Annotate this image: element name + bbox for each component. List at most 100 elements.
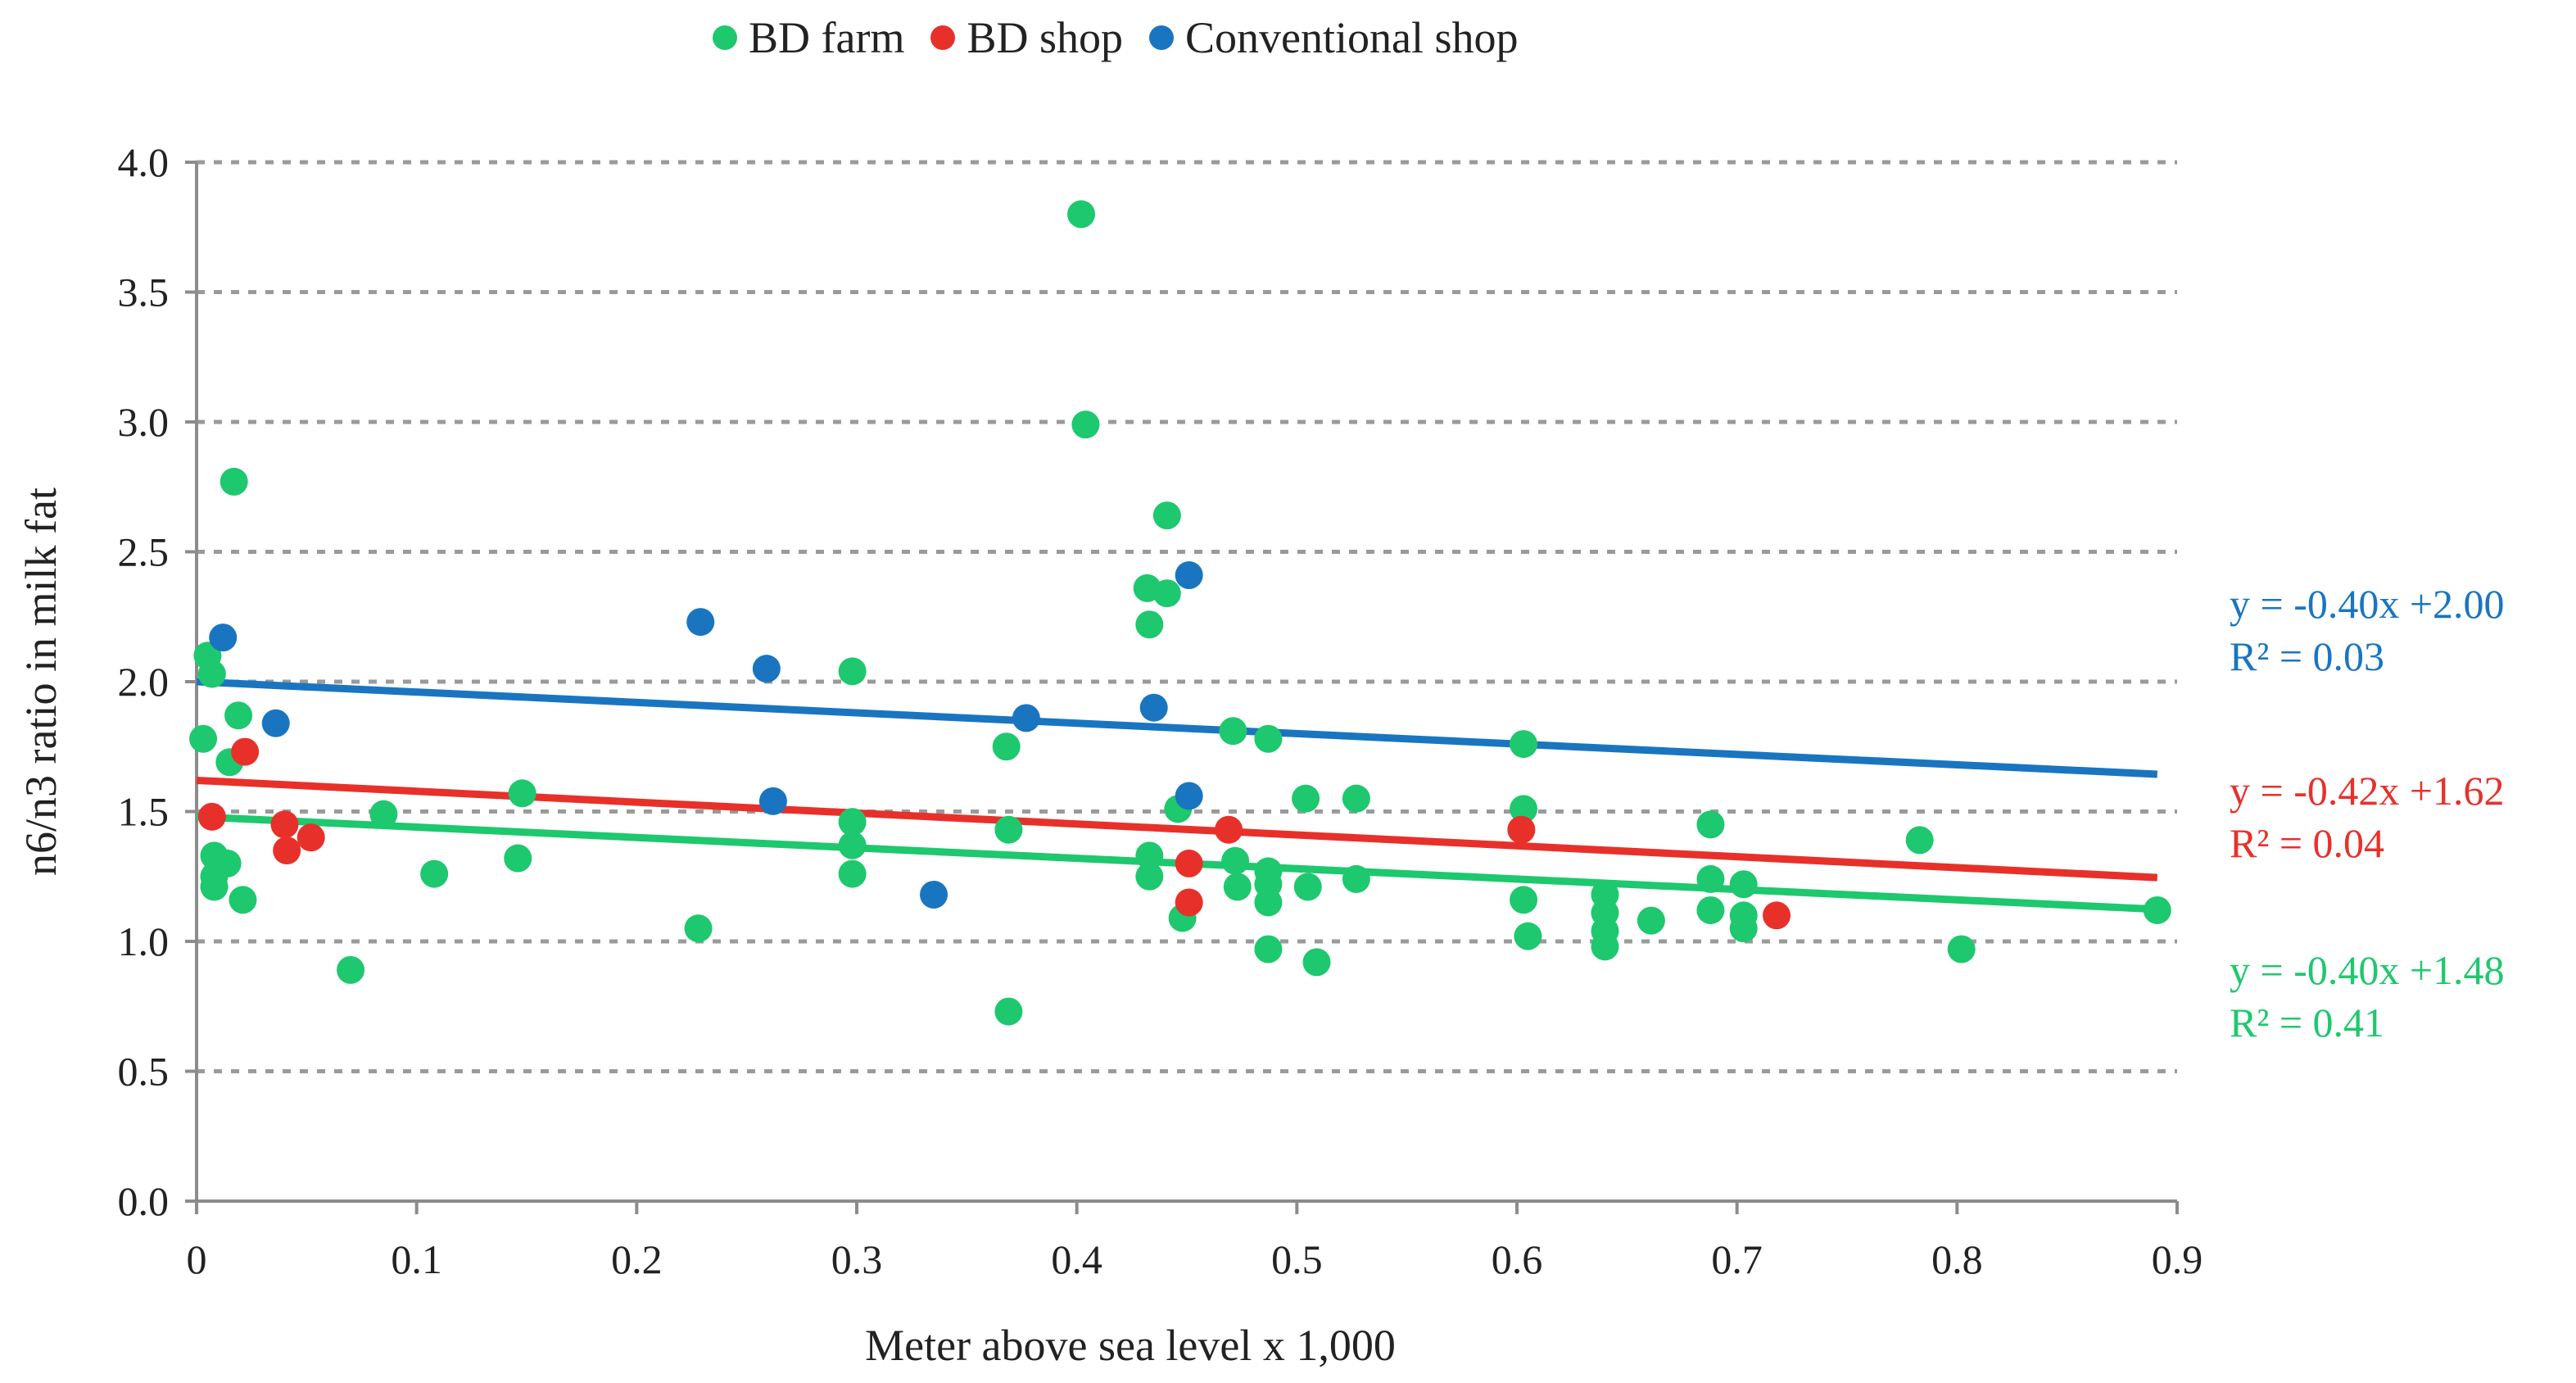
y-tick-label: 0.5 — [118, 1049, 170, 1095]
data-point-bd-farm — [220, 467, 248, 496]
data-point-bd-farm — [1254, 724, 1283, 753]
data-points — [189, 200, 2171, 1026]
data-point-bd-farm — [1591, 932, 1619, 961]
legend-label-conventional-shop: Conventional shop — [1184, 13, 1519, 62]
data-point-bd-shop — [231, 737, 260, 766]
y-tick-label: 1.0 — [118, 918, 170, 964]
data-point-bd-farm — [337, 955, 365, 984]
data-point-conventional-shop — [1139, 693, 1168, 722]
y-tick-label: 2.5 — [118, 529, 170, 575]
trend-equation-conventional-shop: y = -0.40x +2.00 R² = 0.03 — [2230, 578, 2574, 682]
legend: BD farm BD shop Conventional shop — [713, 7, 1518, 69]
x-tick-label: 0.8 — [1931, 1236, 1983, 1282]
x-tick-label: 0.2 — [611, 1236, 663, 1282]
data-point-bd-farm — [213, 849, 242, 877]
data-point-bd-farm — [1510, 730, 1538, 759]
data-point-conventional-shop — [686, 608, 715, 637]
data-point-bd-farm — [224, 701, 253, 730]
data-point-bd-farm — [684, 914, 713, 943]
y-tick-label: 3.5 — [118, 270, 170, 315]
equation-text: y = -0.40x +2.00 — [2230, 581, 2505, 627]
data-point-bd-farm — [1221, 846, 1250, 875]
data-point-bd-shop — [1507, 815, 1536, 844]
data-point-bd-farm — [200, 873, 229, 901]
data-point-bd-farm — [1152, 579, 1181, 608]
data-point-bd-shop — [273, 837, 301, 865]
legend-label-bd-farm: BD farm — [749, 13, 905, 62]
data-point-bd-shop — [270, 810, 299, 839]
data-point-bd-farm — [994, 997, 1023, 1026]
data-point-bd-shop — [1763, 901, 1791, 930]
y-tick-label: 0.0 — [118, 1178, 170, 1224]
y-tick-label: 4.0 — [118, 139, 170, 185]
axis-labels: 0.0 0.5 1.0 1.5 2.0 2.5 3.0 3.5 4.0 0 0.1 0.2 0.3 0.4… — [16, 139, 2203, 1370]
data-point-conventional-shop — [920, 880, 948, 909]
data-point-bd-farm — [1696, 896, 1725, 924]
data-point-bd-farm — [1302, 948, 1331, 977]
x-tick-label: 0.5 — [1271, 1236, 1323, 1282]
data-point-bd-farm — [1510, 795, 1538, 823]
y-tick-label: 1.5 — [118, 789, 170, 835]
data-point-bd-farm — [1637, 906, 1665, 935]
r-squared-text: R² = 0.41 — [2230, 1000, 2385, 1045]
data-point-bd-farm — [229, 886, 257, 914]
data-point-bd-farm — [994, 815, 1023, 844]
data-point-bd-shop — [197, 802, 226, 831]
data-point-bd-farm — [1135, 610, 1164, 639]
data-point-bd-farm — [1947, 935, 1976, 964]
data-point-conventional-shop — [209, 623, 238, 652]
data-point-bd-farm — [992, 732, 1021, 761]
data-point-conventional-shop — [758, 787, 787, 815]
y-axis-title: n6/n3 ratio in milk fat — [16, 487, 66, 876]
data-point-bd-farm — [369, 800, 398, 828]
data-point-bd-farm — [504, 844, 532, 873]
trend-equation-bd-farm: y = -0.40x +1.48 R² = 0.41 — [2230, 944, 2574, 1049]
data-point-bd-farm — [1254, 935, 1283, 964]
y-tick-label: 3.0 — [118, 399, 170, 445]
x-tick-label: 0.3 — [831, 1236, 883, 1282]
data-point-bd-farm — [197, 660, 226, 688]
x-tick-label: 0.9 — [2152, 1236, 2203, 1282]
data-point-bd-shop — [1215, 815, 1243, 844]
data-point-conventional-shop — [261, 709, 290, 737]
data-point-conventional-shop — [752, 655, 781, 683]
data-point-bd-farm — [189, 724, 218, 753]
equation-text: y = -0.42x +1.62 — [2230, 768, 2505, 814]
axes — [185, 161, 2179, 1214]
data-point-bd-shop — [1175, 849, 1203, 877]
data-point-bd-farm — [1696, 864, 1725, 893]
x-tick-label: 0.1 — [391, 1236, 442, 1282]
r-squared-text: R² = 0.04 — [2230, 820, 2385, 866]
data-point-bd-farm — [1510, 886, 1538, 914]
data-point-conventional-shop — [1175, 782, 1203, 810]
data-point-bd-farm — [1223, 873, 1252, 901]
equation-text: y = -0.40x +1.48 — [2230, 947, 2505, 993]
data-point-bd-shop — [1175, 888, 1203, 917]
data-point-bd-farm — [1292, 784, 1320, 813]
legend-marker-conventional-shop — [1148, 25, 1174, 50]
data-point-bd-farm — [838, 808, 867, 837]
data-point-bd-farm — [1135, 862, 1164, 891]
data-point-bd-farm — [838, 657, 867, 686]
data-point-conventional-shop — [1175, 561, 1203, 590]
legend-item-bd-farm: BD farm — [713, 12, 904, 63]
data-point-bd-farm — [1696, 810, 1725, 839]
data-point-bd-farm — [1514, 922, 1542, 950]
data-point-bd-farm — [838, 831, 867, 859]
data-point-bd-farm — [1152, 501, 1181, 530]
data-point-conventional-shop — [1012, 704, 1040, 732]
data-point-bd-farm — [1071, 410, 1100, 439]
x-tick-label: 0.7 — [1711, 1236, 1763, 1282]
data-point-bd-farm — [1293, 873, 1322, 901]
data-point-bd-farm — [2143, 896, 2171, 924]
r-squared-text: R² = 0.03 — [2230, 633, 2385, 679]
data-point-bd-farm — [508, 779, 536, 808]
data-point-bd-farm — [1219, 717, 1247, 746]
x-tick-label: 0 — [187, 1236, 207, 1282]
data-point-bd-farm — [1135, 841, 1164, 870]
data-point-bd-farm — [1254, 888, 1283, 917]
data-point-bd-farm — [1729, 870, 1758, 899]
data-point-bd-farm — [1729, 914, 1758, 943]
y-tick-label: 2.0 — [118, 659, 170, 705]
